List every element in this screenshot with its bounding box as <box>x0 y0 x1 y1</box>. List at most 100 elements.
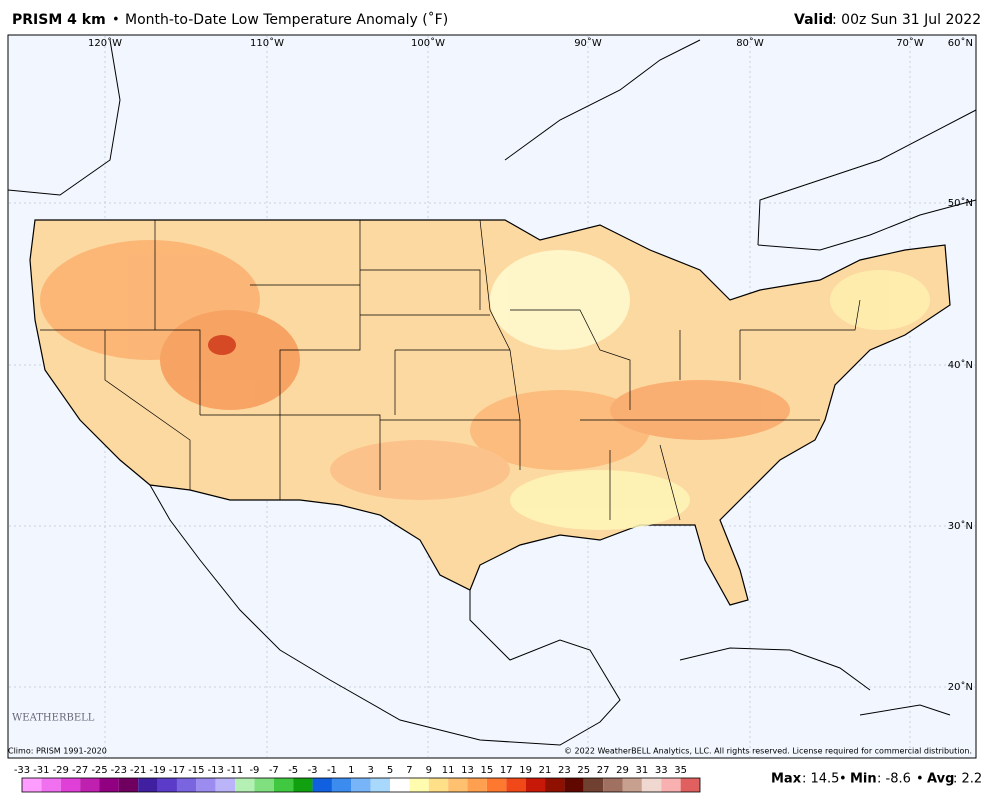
color-swatch <box>409 778 429 792</box>
colorbar-label: 27 <box>597 765 610 776</box>
colorbar-label: 1 <box>348 765 354 776</box>
color-swatch <box>583 778 604 792</box>
patch <box>490 250 630 350</box>
mexico-coast <box>149 484 621 746</box>
colorbar-label: 29 <box>616 765 629 776</box>
colorbar-label: 3 <box>367 765 373 776</box>
valid-time: : 00z Sun 31 Jul 2022 <box>832 12 981 28</box>
colorbar-label: 7 <box>406 765 412 776</box>
color-swatch <box>506 778 526 792</box>
color-swatch <box>80 778 100 792</box>
colorbar-label: -13 <box>208 765 224 776</box>
colorbar-label: -19 <box>149 765 165 776</box>
longitude-label: 70˚W <box>896 37 924 49</box>
separator: • <box>839 772 847 787</box>
product: PRISM 4 km <box>12 12 106 28</box>
color-swatch <box>622 778 642 792</box>
colorbar-label: -11 <box>227 765 243 776</box>
avg-value: : 2.2 <box>953 772 982 787</box>
color-swatch <box>545 778 565 792</box>
color-swatch <box>486 778 507 792</box>
colorbar-label: 19 <box>519 765 532 776</box>
colorbar-label: 9 <box>426 765 432 776</box>
coordinate-labels: 120˚W 110˚W 100˚W 90˚W 80˚W 70˚W 60˚N 50˚N 40˚N 3… <box>88 37 973 693</box>
separator: • <box>112 13 120 28</box>
logo: WEATHERBELL <box>12 713 95 724</box>
color-swatch <box>680 778 700 792</box>
colorbar-label: 25 <box>577 765 590 776</box>
colorbar-label: -25 <box>91 765 107 776</box>
color-swatch <box>428 778 449 792</box>
title: Month-to-Date Low Temperature Anomaly (˚… <box>125 11 448 28</box>
patch <box>330 440 510 500</box>
color-swatch <box>641 778 662 792</box>
avg-label: Avg <box>927 772 954 787</box>
color-swatch <box>273 778 294 792</box>
latitude-label: 60˚N <box>948 37 973 49</box>
color-swatch <box>525 778 546 792</box>
color-swatch <box>467 778 487 792</box>
colorbar-label: 13 <box>461 765 474 776</box>
colorbar-label: 31 <box>636 765 649 776</box>
patch <box>160 310 300 410</box>
colorbar-label: 11 <box>442 765 455 776</box>
color-swatch <box>390 778 410 792</box>
color-swatch <box>564 778 584 792</box>
separator: • <box>916 772 924 787</box>
patch <box>470 390 650 470</box>
color-swatch <box>215 778 236 792</box>
colorbar: -33 -31 -29 -27 -25 -23 -21 -19 -17 -15 -13 -11 -9 -7… <box>14 765 701 793</box>
valid-label: Valid <box>794 12 833 28</box>
color-swatch <box>293 778 313 792</box>
colorbar-label: 23 <box>558 765 571 776</box>
max-label: Max <box>771 772 802 787</box>
colorbar-label: -23 <box>111 765 127 776</box>
colorbar-label: -3 <box>308 765 318 776</box>
colorbar-label: -17 <box>169 765 185 776</box>
colorbar-frame <box>21 777 701 793</box>
colorbar-label: -7 <box>269 765 279 776</box>
colorbar-label: 15 <box>481 765 494 776</box>
colorbar-label: -1 <box>327 765 337 776</box>
color-swatch <box>157 778 177 792</box>
color-swatch <box>60 778 81 792</box>
min-label: Min <box>850 772 877 787</box>
climo: Climo: PRISM 1991-2020 <box>8 747 107 756</box>
color-swatch <box>138 778 158 792</box>
colorbar-label: -21 <box>130 765 146 776</box>
color-swatch <box>448 778 468 792</box>
color-swatch <box>22 778 42 792</box>
latitude-label: 50˚N <box>948 197 973 209</box>
color-swatch <box>196 778 216 792</box>
colorbar-label: -9 <box>249 765 259 776</box>
color-swatch <box>370 778 391 792</box>
patch <box>610 380 790 440</box>
longitude-label: 120˚W <box>88 37 122 49</box>
colorbar-label: -15 <box>188 765 204 776</box>
colorbar-label: 35 <box>674 765 687 776</box>
longitude-label: 90˚W <box>574 37 602 49</box>
color-swatch <box>661 778 681 792</box>
color-swatch <box>351 778 371 792</box>
state-lines <box>40 219 861 521</box>
copyright: © 2022 WeatherBELL Analytics, LLC. All r… <box>564 747 972 756</box>
color-swatch <box>41 778 61 792</box>
landmass <box>7 39 977 746</box>
colorbar-label: 21 <box>539 765 552 776</box>
color-swatch <box>176 778 197 792</box>
color-swatch <box>254 778 274 792</box>
longitude-label: 100˚W <box>411 37 445 49</box>
latitude-label: 40˚N <box>948 359 973 371</box>
color-swatch <box>99 778 119 792</box>
latitude-label: 30˚N <box>948 520 973 532</box>
caribbean <box>679 647 951 716</box>
colorbar-label: -27 <box>72 765 88 776</box>
latitude-label: 20˚N <box>948 681 973 693</box>
colorbar-label: -29 <box>53 765 69 776</box>
canada-coast <box>7 39 977 251</box>
min-value: : -8.6 <box>877 772 911 787</box>
color-swatch <box>331 778 352 792</box>
patch <box>510 470 690 530</box>
